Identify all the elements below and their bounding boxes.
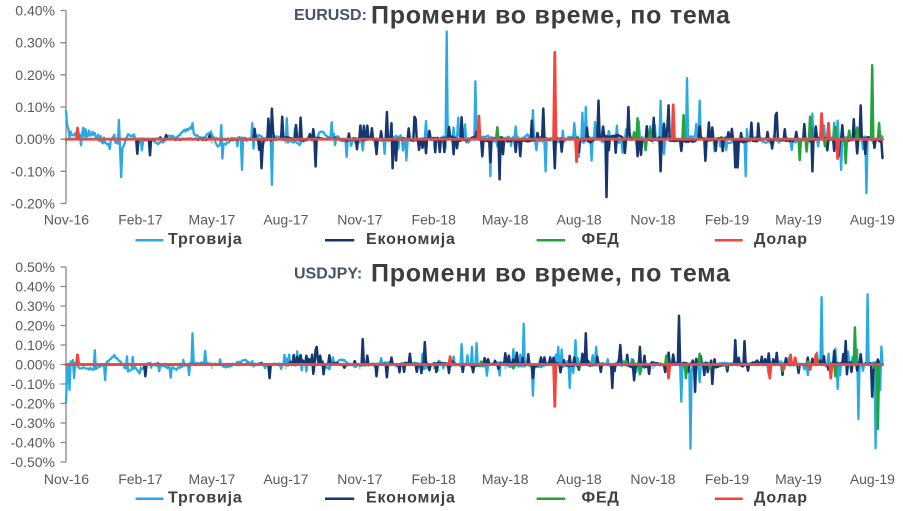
svg-text:Aug-18: Aug-18 (557, 471, 602, 487)
svg-text:0.20%: 0.20% (15, 318, 55, 334)
svg-text:May-17: May-17 (189, 212, 236, 228)
svg-text:Nov-17: Nov-17 (337, 471, 382, 487)
svg-text:Feb-17: Feb-17 (118, 471, 163, 487)
svg-text:Feb-18: Feb-18 (412, 212, 457, 228)
svg-text:Промени во време, по тема: Промени во време, по тема (371, 1, 731, 29)
svg-text:0.40%: 0.40% (15, 3, 55, 19)
svg-text:-0.10%: -0.10% (11, 163, 55, 179)
svg-text:Nov-17: Nov-17 (337, 212, 382, 228)
svg-text:May-18: May-18 (482, 212, 529, 228)
svg-text:Aug-17: Aug-17 (263, 212, 308, 228)
svg-text:0.40%: 0.40% (15, 279, 55, 295)
svg-text:Nov-18: Nov-18 (630, 471, 675, 487)
svg-text:Трговија: Трговија (168, 231, 243, 248)
svg-text:Nov-16: Nov-16 (44, 471, 89, 487)
svg-text:0.10%: 0.10% (15, 337, 55, 353)
svg-text:0.00%: 0.00% (15, 357, 55, 373)
svg-text:Трговија: Трговија (168, 490, 243, 507)
svg-text:USDJPY:: USDJPY: (294, 266, 362, 283)
svg-text:0.30%: 0.30% (15, 298, 55, 314)
svg-text:0.00%: 0.00% (15, 131, 55, 147)
svg-text:Aug-19: Aug-19 (850, 471, 895, 487)
svg-text:EURUSD:: EURUSD: (294, 7, 367, 24)
svg-text:Feb-19: Feb-19 (705, 471, 750, 487)
svg-text:Долар: Долар (754, 231, 808, 248)
svg-text:ФЕД: ФЕД (582, 231, 620, 248)
svg-text:May-19: May-19 (775, 212, 822, 228)
svg-text:Feb-17: Feb-17 (118, 212, 163, 228)
svg-text:Промени во време, по тема: Промени во време, по тема (371, 259, 731, 287)
svg-text:0.50%: 0.50% (15, 259, 55, 275)
svg-text:Feb-18: Feb-18 (412, 471, 457, 487)
svg-text:May-17: May-17 (189, 471, 236, 487)
svg-text:Nov-18: Nov-18 (630, 212, 675, 228)
svg-text:-0.10%: -0.10% (11, 376, 55, 392)
svg-text:Nov-16: Nov-16 (44, 212, 89, 228)
svg-text:0.10%: 0.10% (15, 99, 55, 115)
svg-text:-0.40%: -0.40% (11, 435, 55, 451)
svg-text:-0.20%: -0.20% (11, 396, 55, 412)
svg-text:May-18: May-18 (482, 471, 529, 487)
svg-text:-0.20%: -0.20% (11, 196, 55, 212)
svg-text:-0.50%: -0.50% (11, 454, 55, 470)
svg-text:Aug-19: Aug-19 (850, 212, 895, 228)
svg-text:Aug-17: Aug-17 (263, 471, 308, 487)
svg-text:Aug-18: Aug-18 (557, 212, 602, 228)
svg-text:Долар: Долар (754, 490, 808, 507)
svg-text:Економија: Економија (366, 231, 456, 248)
svg-text:0.20%: 0.20% (15, 67, 55, 83)
svg-text:Feb-19: Feb-19 (705, 212, 750, 228)
svg-text:May-19: May-19 (775, 471, 822, 487)
svg-text:Економија: Економија (366, 490, 456, 507)
svg-text:0.30%: 0.30% (15, 35, 55, 51)
svg-text:ФЕД: ФЕД (582, 490, 620, 507)
svg-text:-0.30%: -0.30% (11, 415, 55, 431)
